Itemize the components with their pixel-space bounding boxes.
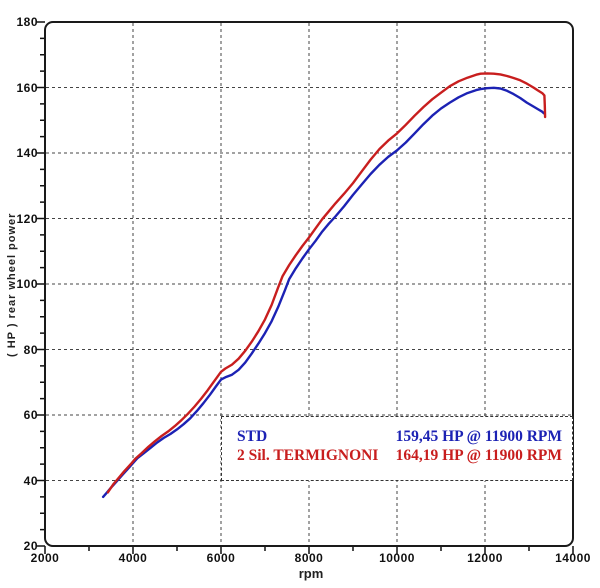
y-tick-label: 100 [16,277,38,291]
legend-row-termignoni: 2 Sil. TERMIGNONI 164,19 HP @ 11900 RPM [237,446,562,465]
legend-row-std: STD 159,45 HP @ 11900 RPM [237,427,562,446]
x-tick-label: 12000 [467,551,503,565]
curve-termignoni [106,72,547,494]
x-tick-label: 4000 [118,551,148,565]
y-tick-label: 60 [23,408,38,422]
y-tick-label: 140 [16,146,38,160]
y-tick-label: 80 [23,342,38,357]
y-tick-label: 180 [16,15,38,29]
x-tick-label: 6000 [206,551,236,565]
curve-std [101,86,546,499]
y-tick-label: 40 [23,473,38,488]
legend-peak-value-std: 159,45 HP @ 11900 RPM [395,428,562,445]
y-tick-label: 160 [16,80,38,95]
legend-series-name-std: STD [237,428,268,445]
legend-box: STD 159,45 HP @ 11900 RPM 2 Sil. TERMIGN… [221,416,573,481]
x-axis-label: rpm [298,566,324,581]
legend-peak-value-termignoni: 164,19 HP @ 11900 RPM [395,447,562,464]
x-tick-label: 10000 [379,551,415,565]
x-tick-label: 8000 [294,551,324,565]
x-tick-label: 14000 [555,551,591,565]
y-tick-label: 120 [16,211,38,226]
legend-series-name-termignoni: 2 Sil. TERMIGNONI [237,447,379,464]
y-axis-label: ( HP ) rear wheel power [6,212,18,357]
x-tick-label: 2000 [30,551,60,565]
plot-frame [44,21,574,547]
y-tick-label: 20 [23,539,38,553]
